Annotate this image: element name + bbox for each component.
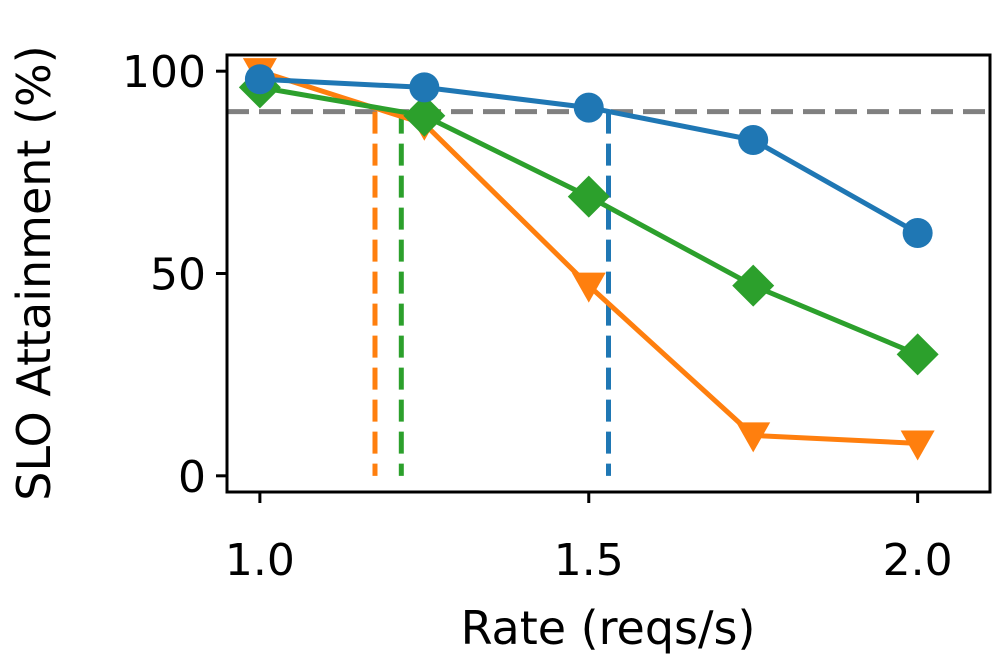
series-line-green	[259, 84, 919, 357]
data-point-blue-0	[244, 64, 275, 95]
data-point-orange-2	[571, 272, 606, 303]
data-point-green-4	[896, 333, 939, 376]
data-point-blue-4	[902, 218, 933, 249]
data-point-green-2	[567, 175, 610, 218]
data-point-green-1	[403, 94, 446, 137]
x-tick-label: 2.0	[883, 535, 953, 586]
data-point-green-3	[732, 264, 775, 307]
series-line-orange	[259, 68, 918, 446]
x-tick-label: 1.0	[225, 535, 295, 586]
y-tick-label: 50	[150, 250, 206, 301]
y-tick-label: 100	[122, 47, 206, 98]
x-axis-title: Rate (reqs/s)	[461, 601, 756, 655]
x-tick-label: 1.5	[554, 535, 624, 586]
y-tick-label: 0	[178, 452, 206, 503]
y-axis-title: SLO Attainment (%)	[7, 45, 61, 500]
data-point-orange-3	[736, 422, 771, 453]
data-point-blue-2	[573, 92, 604, 123]
data-point-orange-4	[900, 430, 935, 461]
data-point-blue-3	[738, 124, 769, 155]
data-point-blue-1	[409, 72, 440, 103]
